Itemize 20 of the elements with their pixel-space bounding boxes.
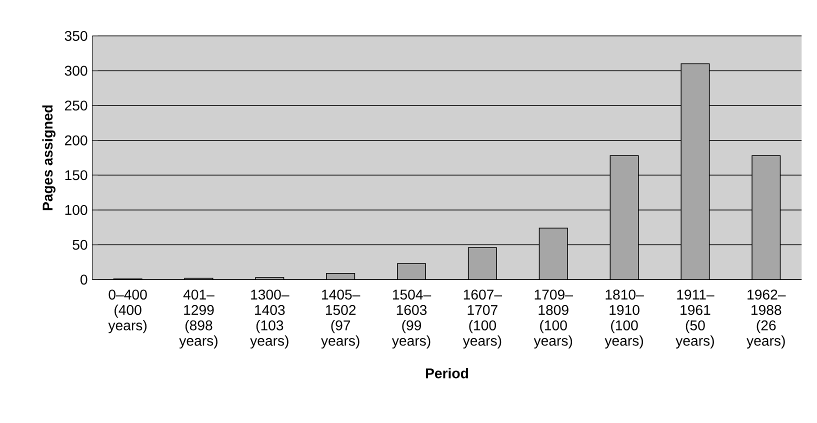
x-tick-label: 1405–1502 (97 years) [321,290,360,348]
y-tick-label: 300 [64,66,88,76]
x-tick-label: 1300–1403 (103 years) [250,290,290,348]
y-tick-label: 0 [80,274,88,284]
y-tick-label: 150 [65,170,88,180]
y-tick-label: 100 [65,204,88,215]
x-tick-label: 1911–1961 (50 years) [676,290,714,348]
y-tick-label: 250 [64,100,88,110]
y-tick-label: 50 [72,240,88,250]
x-tick-label: 0–400 (400 years) [108,290,147,334]
x-tick-label: 1709–1809 (100 years) [534,290,573,348]
x-tick-label: 1962–1988 (26 years) [746,290,786,348]
x-tick-label: 1607–1707 (100 years) [462,290,502,348]
x-tick-label: 1504–1603 (99 years) [392,290,432,348]
y-axis-title: Pages assigned [42,105,56,210]
x-axis-title: Period [426,368,468,378]
x-tick-label: 1810–1910 (100 years) [604,290,644,348]
y-tick-label: 350 [64,30,88,41]
x-tick-label: 401–1299 (898 years) [179,290,218,348]
y-tick-label: 200 [64,135,88,146]
